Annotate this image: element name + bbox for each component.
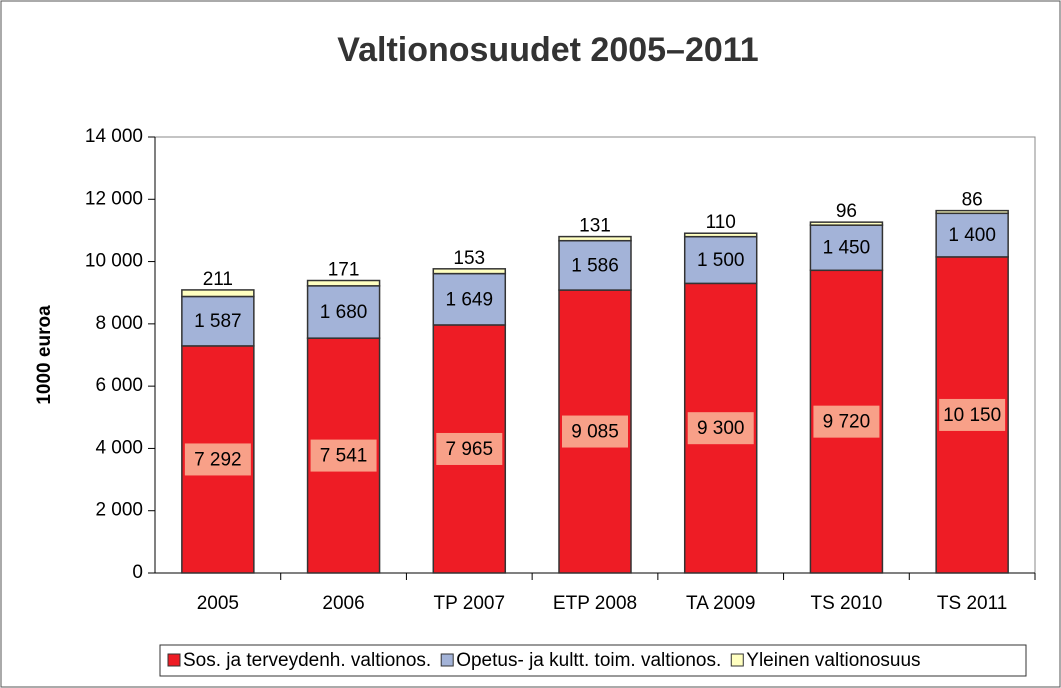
bar-segment xyxy=(558,235,632,242)
data-label: 9 085 xyxy=(571,422,619,443)
data-label-bg xyxy=(562,415,628,448)
y-tick-label: 8 000 xyxy=(95,313,143,334)
data-label: 7 965 xyxy=(446,439,494,460)
y-tick-label: 0 xyxy=(132,562,143,583)
legend-label: Sos. ja terveydenh. valtionos. xyxy=(183,650,431,671)
data-label: 1 400 xyxy=(948,225,996,246)
y-tick-label: 10 000 xyxy=(85,251,143,272)
legend xyxy=(159,644,1027,677)
legend-swatch xyxy=(730,653,744,667)
data-label: 1 587 xyxy=(194,311,242,332)
data-label: 9 300 xyxy=(697,418,745,439)
data-label: 110 xyxy=(706,212,736,233)
data-label: 9 720 xyxy=(823,412,871,433)
bar-segment xyxy=(181,289,255,298)
legend-swatch xyxy=(440,653,454,667)
data-label: 86 xyxy=(962,190,983,211)
data-label: 131 xyxy=(579,216,611,237)
data-label: 1 586 xyxy=(571,255,619,276)
x-tick-label: TS 2011 xyxy=(937,593,1007,614)
x-tick-label: TP 2007 xyxy=(434,593,505,614)
y-tick-label: 12 000 xyxy=(85,188,143,209)
data-label: 1 649 xyxy=(446,289,494,310)
data-label: 1 500 xyxy=(697,250,745,271)
data-label-bg xyxy=(687,412,754,445)
data-label: 211 xyxy=(203,269,233,290)
legend-swatch xyxy=(167,653,181,667)
chart-title: Valtionosuudet 2005–2011 xyxy=(337,31,758,69)
x-tick-label: 2005 xyxy=(197,593,239,614)
bar-segment xyxy=(181,295,255,347)
bar-segment xyxy=(809,221,884,226)
y-tick-label: 4 000 xyxy=(95,437,143,458)
bar-segment xyxy=(809,224,884,272)
bar-segment xyxy=(683,235,758,285)
y-tick-label: 6 000 xyxy=(95,375,143,396)
x-tick-label: TS 2010 xyxy=(811,593,883,614)
bar-segment xyxy=(432,268,507,275)
data-label: 1 680 xyxy=(320,302,368,323)
data-label: 7 292 xyxy=(194,449,242,470)
y-tick-label: 14 000 xyxy=(85,126,143,147)
x-tick-label: 2006 xyxy=(322,593,364,614)
x-tick-label: ETP 2008 xyxy=(553,593,637,614)
data-label-bg xyxy=(436,432,503,465)
y-axis-label: 1000 euroa xyxy=(34,305,55,405)
bar-segment xyxy=(935,212,1009,258)
legend-label: Opetus- ja kultt. toim. valtionos. xyxy=(456,650,721,671)
data-label: 153 xyxy=(453,248,485,269)
bar-segment xyxy=(683,232,758,238)
legend-label: Yleinen valtionosuus xyxy=(746,650,920,671)
data-label-bg xyxy=(184,443,251,476)
bar-segment xyxy=(432,272,507,326)
data-label: 1 450 xyxy=(823,238,871,259)
data-label: 171 xyxy=(328,260,360,281)
data-label: 10 150 xyxy=(943,405,1001,426)
data-label-bg xyxy=(813,405,880,438)
bar-segment xyxy=(935,209,1009,215)
data-label: 7 541 xyxy=(320,446,368,467)
data-label-bg xyxy=(939,398,1006,431)
data-label: 96 xyxy=(836,201,857,222)
bar-segment xyxy=(306,279,381,287)
bar-segment xyxy=(558,239,632,291)
data-label-bg xyxy=(310,439,377,472)
bar-segment xyxy=(306,285,381,339)
x-tick-label: TA 2009 xyxy=(686,593,755,614)
y-tick-label: 2 000 xyxy=(95,500,143,521)
